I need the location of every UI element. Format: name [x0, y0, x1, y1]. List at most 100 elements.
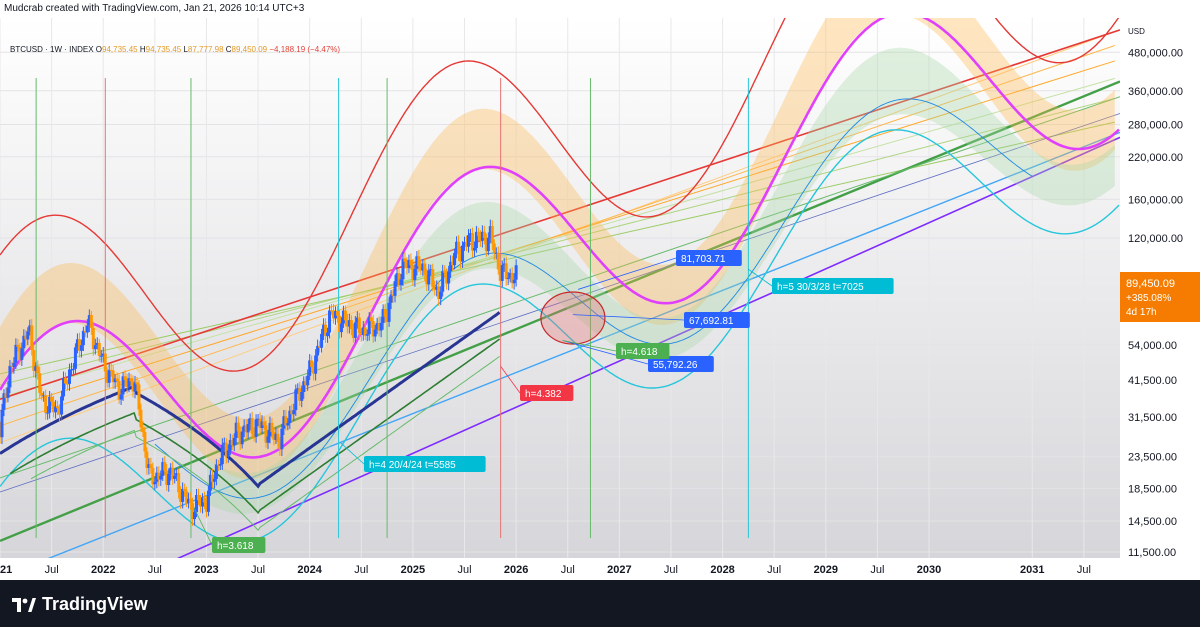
brand-name: TradingView [42, 594, 148, 614]
candle-body [351, 329, 355, 338]
open-value: 94,735.45 [102, 45, 138, 54]
candle-body [198, 500, 202, 507]
annotation-box [212, 537, 266, 553]
x-tick-label: 2021 [0, 564, 12, 576]
candle-body [202, 497, 206, 503]
candle-body [284, 416, 288, 426]
candle-body [228, 440, 232, 451]
symbol-name[interactable]: BTCUSD · 1W · INDEX [10, 45, 94, 54]
x-axis: 2021 Jul 2022 Jul 2023 Jul 2024 Jul 2025 Jul 2026 J… [0, 564, 1091, 576]
candle-body [157, 472, 161, 480]
y-tick-label: 120,000.00 [1128, 233, 1183, 245]
price-chart[interactable]: 81,703.71 67,692.81 55,792.26 h=4.618 h=4.38… [0, 18, 1200, 580]
candle-body [6, 387, 10, 398]
candle-body [252, 433, 256, 437]
chart-area[interactable]: 81,703.71 67,692.81 55,792.26 h=4.618 h=4.38… [0, 18, 1200, 580]
x-tick-label: 2024 [297, 564, 322, 576]
high-label: H [139, 45, 146, 54]
candle-body [345, 320, 349, 327]
candle-body [185, 491, 189, 503]
candle-body [218, 464, 222, 466]
candle-body [335, 311, 339, 316]
candle-body [465, 242, 469, 247]
candle-body [0, 409, 4, 438]
x-tick-label: 2027 [607, 564, 631, 576]
candle-body [60, 396, 64, 415]
candle-body [58, 408, 62, 415]
candle-body [2, 393, 6, 410]
candle-body [278, 442, 282, 450]
moving-average-green [9, 338, 501, 515]
x-tick-label: 2031 [1020, 564, 1044, 576]
candle-body [379, 322, 383, 331]
candle-body [343, 310, 347, 321]
blue-cycle-wave [154, 98, 1033, 499]
fan-line [0, 121, 1115, 375]
candle-body [129, 378, 133, 382]
x-tick-label: 2022 [91, 564, 115, 576]
candle-body [476, 231, 480, 236]
high-value: 94,735.45 [145, 45, 182, 54]
candle-body [52, 401, 56, 413]
candle-body [375, 323, 379, 330]
candle-body [151, 467, 155, 485]
candle-body [466, 235, 470, 247]
y-tick-label: 18,500.00 [1128, 483, 1177, 495]
candle-body [331, 310, 335, 319]
candle-body [4, 393, 8, 398]
y-tick-label: 220,000.00 [1128, 152, 1183, 164]
candle-body [461, 245, 465, 262]
close-value: 89,450.09 [231, 45, 268, 54]
candle-body [474, 231, 478, 249]
candle-body [395, 273, 399, 282]
time-axis[interactable] [0, 558, 1120, 580]
orange-cycle-band [0, 18, 1115, 480]
green-mid-channel [0, 80, 1120, 542]
candle-body [242, 425, 246, 432]
candle-body [468, 233, 472, 236]
footer-bar: TradingView [0, 580, 1200, 627]
x-tick-label: 2023 [194, 564, 218, 576]
candle-body [455, 241, 459, 253]
candle-body [67, 369, 71, 384]
candle-body [397, 273, 401, 286]
x-tick-label: Jul [354, 564, 368, 576]
candle-body [171, 467, 175, 479]
candle-body [244, 425, 248, 433]
candle-body [91, 327, 95, 350]
low-value: 87,777.98 [187, 45, 224, 54]
candle-body [99, 355, 103, 357]
candle-body [117, 381, 121, 400]
candle-body [159, 475, 163, 480]
open-label: O [95, 45, 103, 54]
candle-body [280, 428, 284, 450]
candle-body [222, 442, 226, 445]
candle-body [167, 473, 171, 485]
candle-body [482, 231, 486, 238]
fan-line [0, 31, 1116, 444]
candle-body [208, 474, 212, 491]
candle-body [137, 384, 141, 410]
candle-body [389, 294, 393, 303]
candle-body [359, 333, 363, 336]
candle-body [220, 444, 224, 465]
candle-body [109, 369, 113, 371]
x-tick-label: 2025 [401, 564, 425, 576]
candle-body [210, 474, 214, 482]
candle-body [373, 329, 377, 337]
annotation-leader [562, 340, 649, 365]
annotation-leader [572, 314, 685, 321]
x-tick-label: Jul [457, 564, 471, 576]
candle-body [272, 432, 276, 440]
tradingview-logo[interactable]: TradingView [12, 594, 148, 615]
candle-body [165, 470, 169, 485]
y-tick-label: 31,500.00 [1128, 412, 1177, 424]
candle-body [34, 366, 38, 371]
candle-body [470, 233, 474, 251]
candle-body [314, 355, 318, 374]
candle-body [377, 323, 381, 331]
candle-body [292, 410, 296, 415]
candle-body [383, 308, 387, 317]
candle-body [300, 392, 304, 401]
candle-body [304, 381, 308, 386]
